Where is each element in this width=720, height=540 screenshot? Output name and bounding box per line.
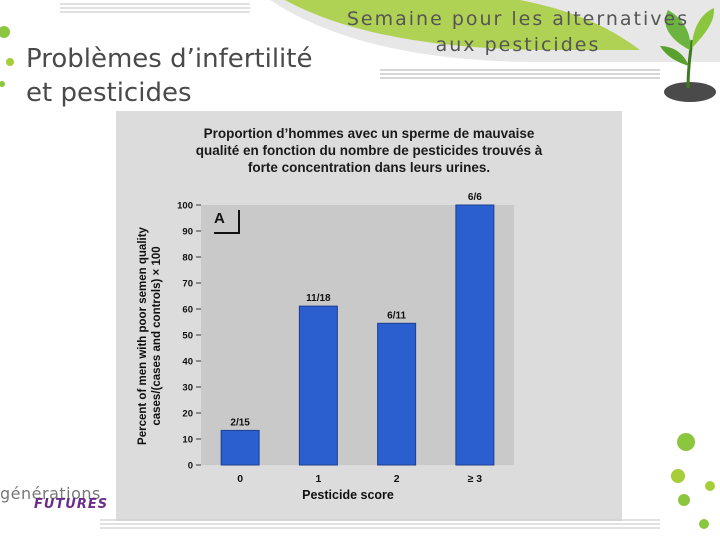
x-tick-label: 1 <box>315 473 321 485</box>
chart-title: Proportion d’hommes avec un sperme de ma… <box>126 125 612 176</box>
y-tick-label: 80 <box>182 253 193 264</box>
header-banner <box>0 0 720 102</box>
bar-data-label: 11/18 <box>306 293 331 304</box>
green-dot <box>671 469 685 483</box>
x-axis-label: Pesticide score <box>302 488 394 502</box>
y-axis-label-line1: Percent of men with poor semen quality <box>137 226 149 445</box>
bar <box>377 322 417 466</box>
green-dot <box>0 81 5 87</box>
chart-title-line: Proportion d’hommes avec un sperme de ma… <box>203 126 535 141</box>
y-tick-label: 10 <box>182 435 193 446</box>
decorative-dots <box>671 433 715 529</box>
chart-title-line: qualité en fonction du nombre de pestici… <box>195 143 543 158</box>
green-dot <box>6 58 14 66</box>
x-tick-label: 0 <box>237 473 243 485</box>
x-tick-label: 2 <box>394 473 400 485</box>
bar <box>455 204 495 466</box>
x-axis: 0 1 2 ≥ 3 <box>237 473 482 485</box>
green-dot <box>677 433 695 451</box>
green-dot <box>0 26 10 38</box>
bottom-stripes <box>100 519 660 529</box>
y-axis-label-line2: cases/(cases and controls) × 100 <box>151 246 163 425</box>
bar <box>220 429 260 466</box>
plant-icon <box>660 8 716 102</box>
bar <box>298 305 338 466</box>
title-line-2: et pesticides <box>26 78 192 108</box>
y-tick-label: 50 <box>182 331 193 342</box>
generations-futures-logo: générations FUTURES <box>0 484 107 512</box>
banner-line-1: Semaine pour les alternatives <box>346 8 690 30</box>
y-tick-label: 70 <box>182 279 193 290</box>
y-tick-label: 90 <box>182 227 193 238</box>
green-dot <box>705 481 715 491</box>
green-dot <box>678 494 690 506</box>
y-tick-label: 40 <box>182 357 193 368</box>
y-tick-label: 20 <box>182 409 193 420</box>
title-line-1: Problèmes d’infertilité <box>26 44 313 74</box>
banner-green-wave <box>285 0 640 50</box>
logo-line-2: FUTURES <box>34 497 109 512</box>
panel-label: A <box>214 210 240 234</box>
y-axis: 0 10 20 30 40 50 60 70 80 90 100 <box>177 201 201 472</box>
y-tick-label: 0 <box>188 461 193 472</box>
event-banner-text: Semaine pour les alternatives aux pestic… <box>338 6 698 58</box>
logo-line-1: générations <box>0 484 101 503</box>
x-tick-label: ≥ 3 <box>468 473 483 485</box>
bar-data-label: 6/11 <box>387 310 406 321</box>
bar-data-label: 6/6 <box>468 192 482 203</box>
top-stripes <box>60 3 250 13</box>
banner-stripes <box>380 69 660 79</box>
y-tick-label: 60 <box>182 305 193 316</box>
bar-data-label: 2/15 <box>230 417 250 428</box>
y-tick-label: 30 <box>182 383 193 394</box>
y-tick-label: 100 <box>177 201 193 212</box>
slide-title: Problèmes d’infertilité et pesticides <box>26 42 312 110</box>
banner-line-2: aux pesticides <box>435 34 601 56</box>
green-dot <box>699 519 709 529</box>
bars: 2/15 11/18 6/11 6/6 <box>220 192 495 466</box>
chart-title-line: forte concentration dans leurs urines. <box>247 160 491 175</box>
